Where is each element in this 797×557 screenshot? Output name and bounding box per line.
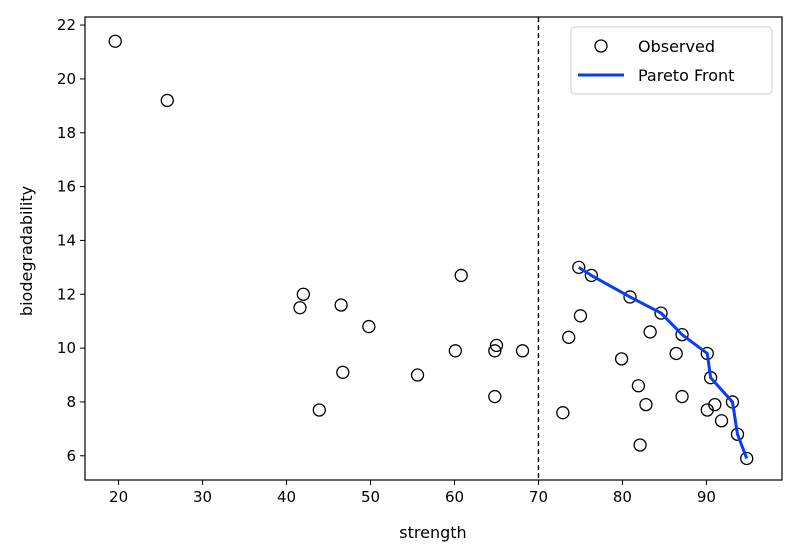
pareto-front-line	[577, 266, 749, 459]
observed-point	[515, 344, 530, 358]
y-axis-label: biodegradability	[17, 186, 36, 316]
y-tick-label: 22	[57, 16, 76, 34]
observed-point	[623, 290, 637, 304]
x-tick-label: 20	[109, 488, 128, 506]
x-tick-label: 70	[529, 488, 548, 506]
observed-point	[448, 344, 462, 358]
x-tick-label: 50	[361, 488, 380, 506]
observed-point	[488, 389, 502, 404]
x-tick-label: 60	[445, 488, 464, 506]
observed-point	[572, 260, 586, 274]
observed-point	[654, 306, 668, 320]
y-tick-label: 10	[57, 339, 76, 357]
x-tick-label: 40	[277, 488, 296, 506]
observed-point	[714, 414, 729, 428]
observed-point	[669, 346, 683, 361]
legend-observed-label: Observed	[638, 37, 715, 56]
observed-point	[362, 319, 376, 334]
y-tick-label: 18	[57, 124, 76, 142]
plot-area	[108, 17, 754, 480]
observed-point	[108, 34, 122, 48]
plot-frame	[84, 16, 783, 481]
observed-point	[296, 287, 310, 301]
x-tick-label: 80	[613, 488, 632, 506]
observed-point	[410, 368, 425, 382]
observed-point	[643, 325, 657, 339]
x-axis: 20 30 40 50 60 70 80 90	[109, 480, 716, 506]
observed-point	[293, 301, 307, 315]
observed-point	[639, 397, 653, 412]
legend-observed-marker	[594, 39, 608, 53]
y-tick-label: 20	[57, 70, 76, 88]
observed-point	[584, 268, 599, 283]
observed-point	[633, 438, 647, 452]
observed-point	[489, 338, 504, 353]
y-tick-label: 12	[57, 285, 76, 303]
observed-point	[562, 330, 576, 344]
y-axis: 6 8 10 12 14 16 18 20 22	[57, 16, 85, 465]
x-axis-label: strength	[399, 523, 466, 542]
observed-point	[336, 365, 350, 379]
observed-point	[614, 352, 629, 366]
observed-point	[488, 344, 502, 358]
observed-point	[631, 379, 646, 393]
observed-point	[160, 93, 174, 108]
observed-point	[334, 298, 348, 312]
observed-point	[556, 406, 570, 420]
legend-pareto-label: Pareto Front	[638, 66, 734, 85]
legend-box	[570, 26, 773, 95]
observed-point	[312, 403, 326, 417]
y-tick-label: 8	[66, 393, 76, 411]
x-tick-label: 30	[193, 488, 212, 506]
observed-point	[454, 268, 468, 283]
observed-point	[675, 327, 689, 342]
x-tick-label: 90	[697, 488, 716, 506]
legend: Observed Pareto Front	[570, 26, 773, 95]
y-tick-label: 16	[57, 178, 76, 196]
y-tick-label: 14	[57, 231, 76, 249]
observed-point	[675, 389, 689, 404]
observed-point	[740, 451, 754, 466]
y-tick-label: 6	[66, 447, 76, 465]
observed-point	[573, 309, 588, 323]
observed-point	[708, 397, 722, 412]
